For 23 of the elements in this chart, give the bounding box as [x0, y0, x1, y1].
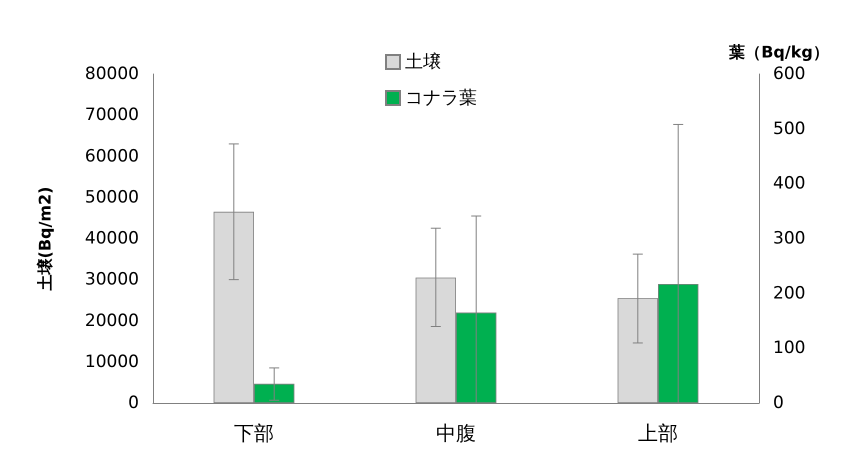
- y-tick-label: 0: [128, 393, 139, 413]
- y-tick-label: 50000: [84, 187, 139, 208]
- y2-tick-label: 300: [773, 228, 806, 248]
- y-tick-label: 10000: [84, 352, 139, 372]
- y-tick-label: 30000: [84, 270, 139, 290]
- y2-tick-label: 600: [773, 64, 806, 84]
- legend-label: コナラ葉: [405, 88, 477, 108]
- y2-tick-label: 0: [773, 393, 784, 413]
- x-tick-label: 中腹: [436, 421, 476, 445]
- y-tick-label: 60000: [84, 146, 139, 166]
- y2-tick-label: 200: [773, 283, 806, 304]
- y-tick-label: 40000: [84, 228, 139, 248]
- y-tick-label: 80000: [84, 64, 139, 84]
- x-tick-label: 上部: [638, 421, 678, 445]
- legend-label: 土壌: [405, 52, 441, 72]
- y2-tick-label: 400: [773, 174, 806, 194]
- y-tick-label: 20000: [84, 310, 139, 331]
- y-tick-label: 70000: [84, 105, 139, 126]
- x-tick-label: 下部: [234, 421, 274, 445]
- y-axis-title: 土壌(Bq/m2): [36, 186, 54, 292]
- y2-tick-label: 100: [773, 338, 806, 358]
- y2-tick-label: 500: [773, 118, 806, 139]
- y2-axis-title: 葉（Bq/kg）: [728, 42, 829, 62]
